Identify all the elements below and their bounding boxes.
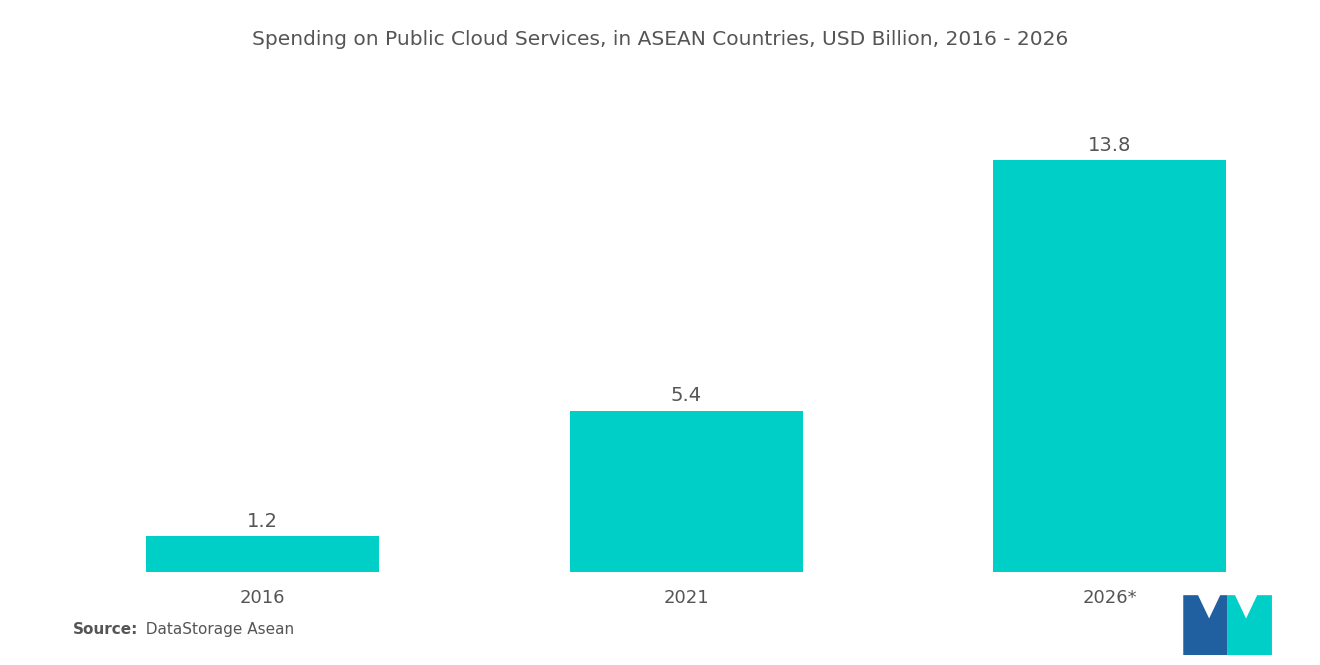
Text: 5.4: 5.4 bbox=[671, 386, 702, 406]
Polygon shape bbox=[1228, 595, 1272, 655]
Text: DataStorage Asean: DataStorage Asean bbox=[136, 622, 294, 637]
Text: Source:: Source: bbox=[73, 622, 139, 637]
Text: 13.8: 13.8 bbox=[1088, 136, 1131, 155]
Polygon shape bbox=[1183, 595, 1228, 655]
Bar bbox=[147, 536, 379, 572]
Text: 1.2: 1.2 bbox=[247, 512, 279, 531]
Bar bbox=[570, 411, 803, 572]
Bar bbox=[994, 160, 1226, 572]
Text: Spending on Public Cloud Services, in ASEAN Countries, USD Billion, 2016 - 2026: Spending on Public Cloud Services, in AS… bbox=[252, 30, 1068, 49]
